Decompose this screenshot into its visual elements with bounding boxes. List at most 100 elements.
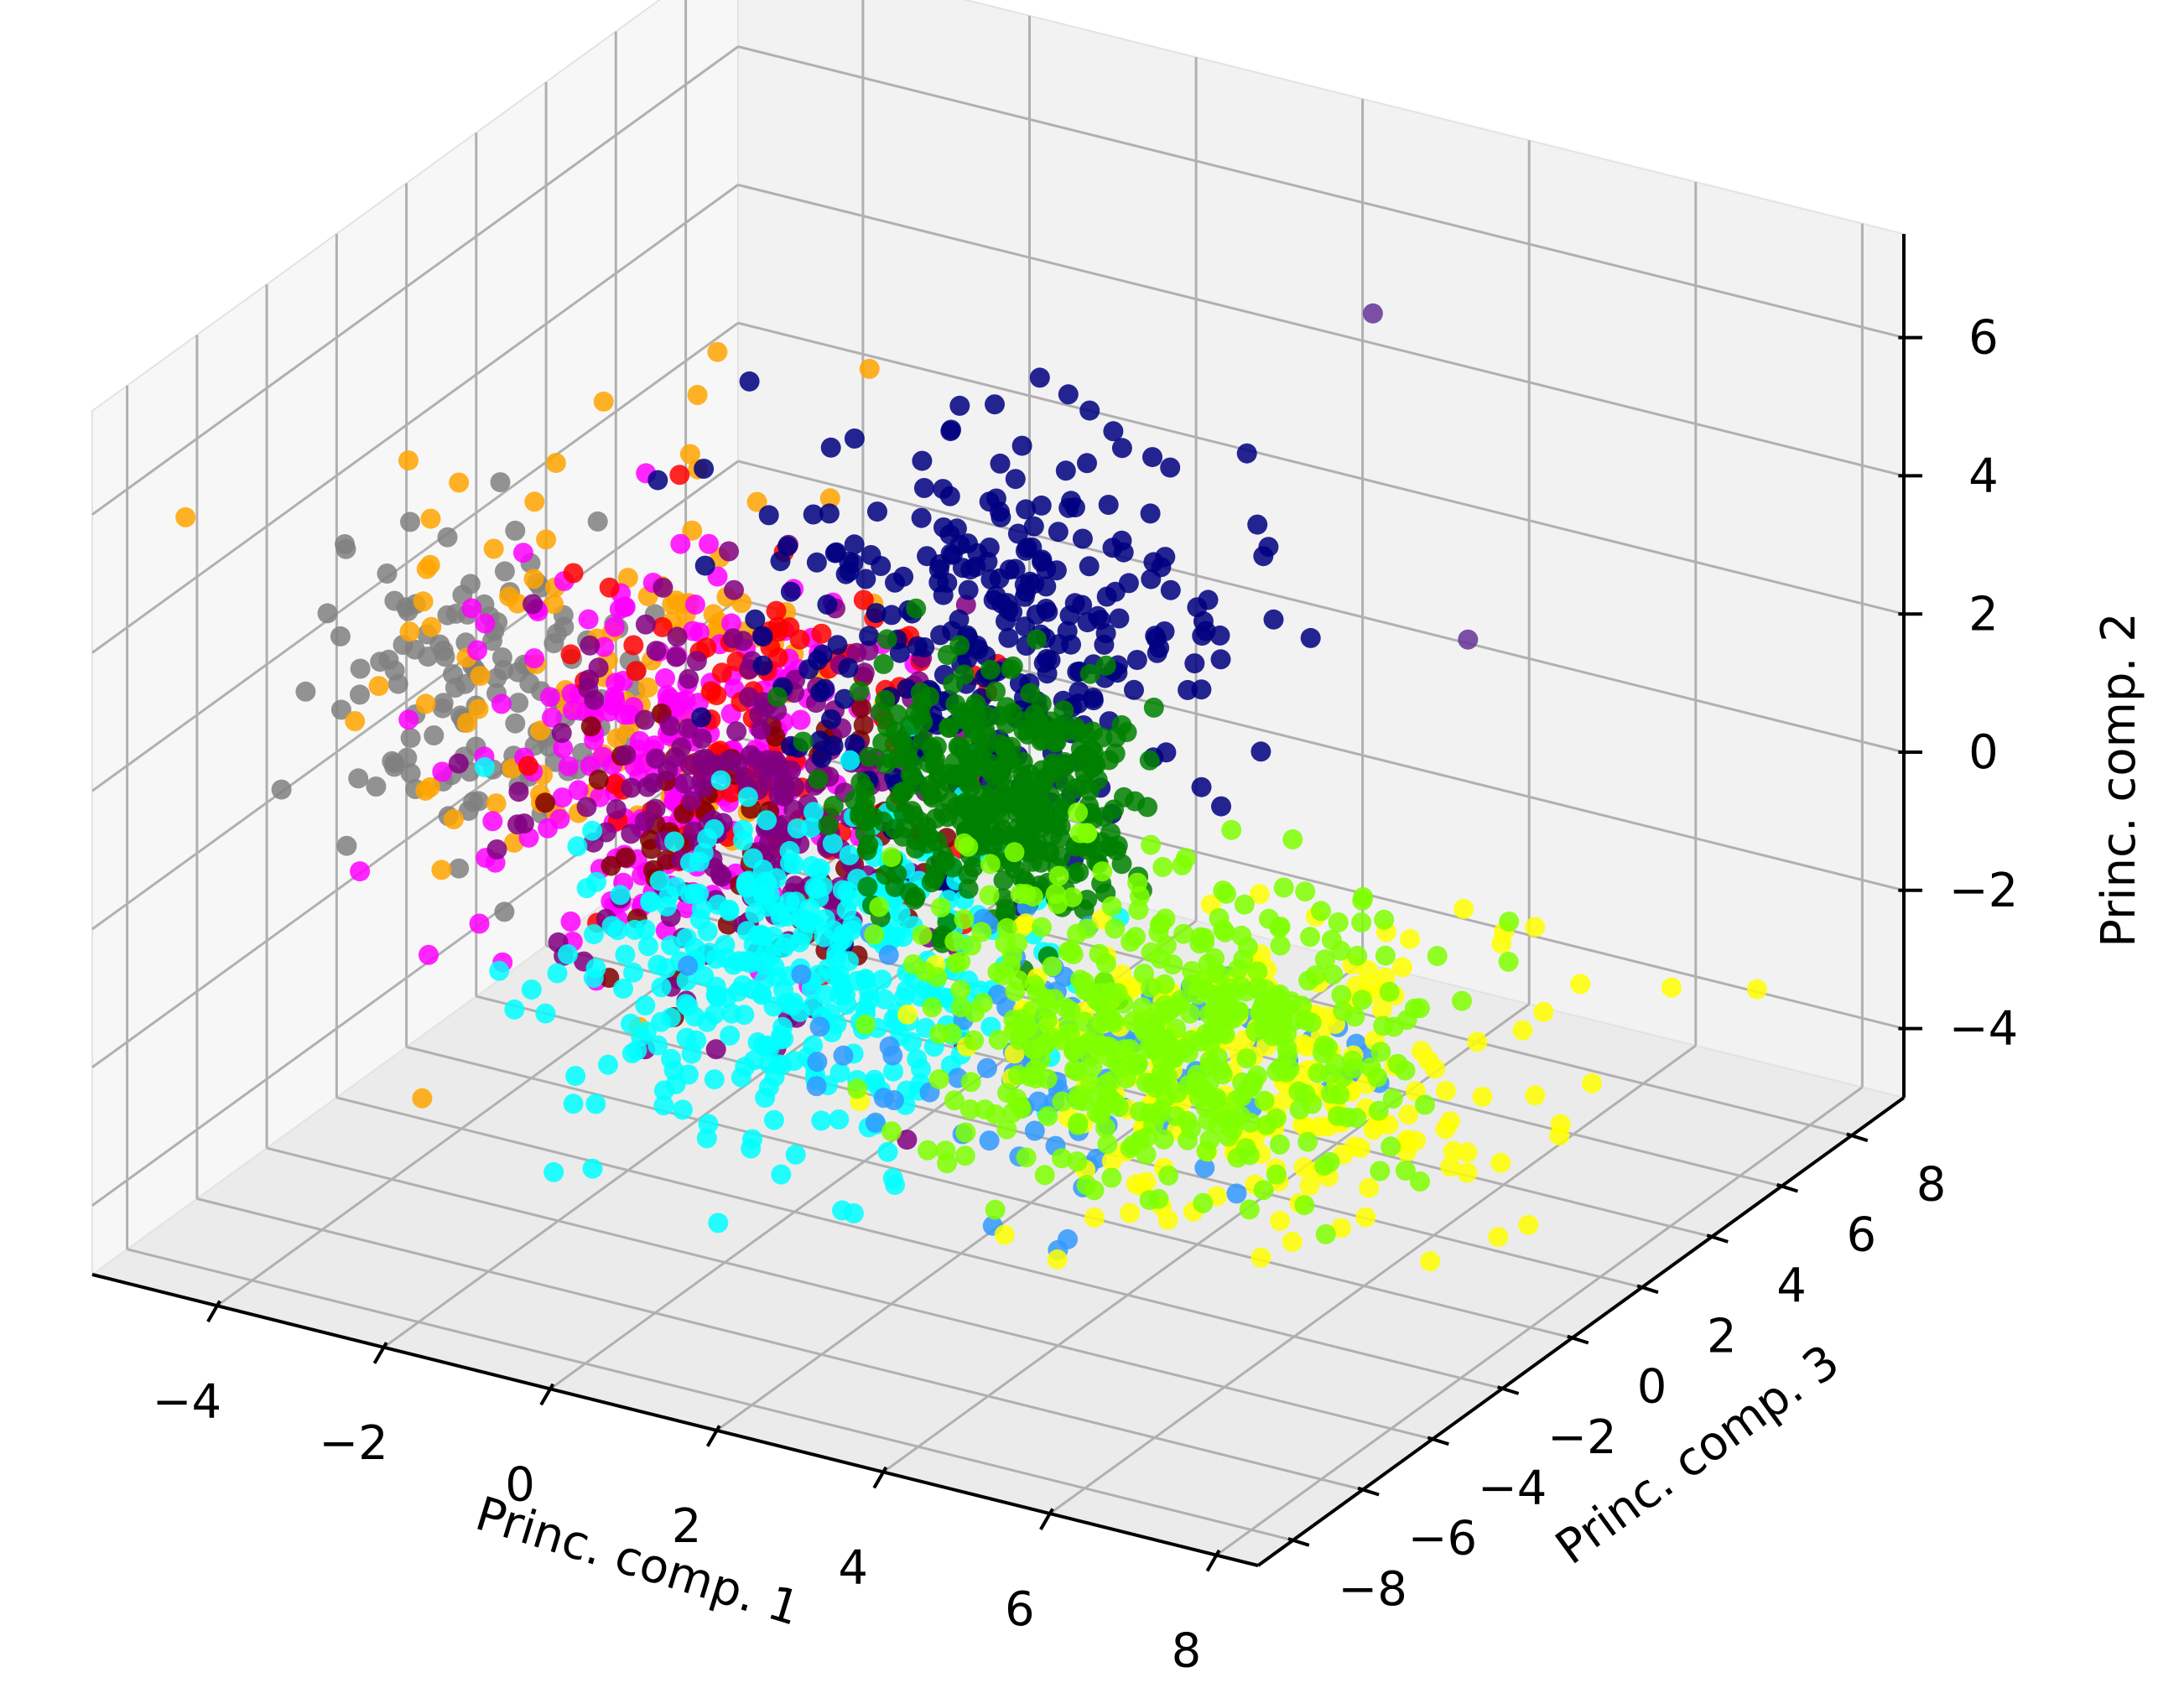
data-point — [1472, 1086, 1493, 1107]
data-point — [996, 1119, 1017, 1140]
data-point — [1064, 1059, 1084, 1080]
data-point — [558, 944, 578, 964]
data-point — [535, 792, 555, 813]
data-point — [517, 756, 538, 776]
data-point — [1162, 999, 1183, 1019]
y-tick-label: 2 — [1707, 1309, 1737, 1363]
data-point — [877, 1141, 898, 1162]
data-point — [317, 603, 338, 624]
data-point — [697, 828, 718, 849]
data-point — [624, 919, 645, 940]
data-point — [350, 658, 371, 679]
data-point — [666, 590, 687, 611]
data-point — [523, 569, 544, 589]
data-point — [1089, 943, 1110, 964]
data-point — [1124, 679, 1144, 700]
z-grid-left — [91, 184, 739, 654]
data-point — [811, 623, 832, 644]
data-point — [808, 650, 828, 671]
data-point — [418, 647, 439, 667]
data-point — [837, 881, 858, 902]
data-point — [999, 559, 1020, 580]
data-point — [1325, 1053, 1346, 1074]
data-point — [866, 603, 887, 624]
data-point — [1370, 1041, 1391, 1062]
x-grid-floor — [1215, 1086, 1864, 1556]
data-point — [906, 598, 927, 619]
data-point — [854, 662, 875, 683]
data-point — [1254, 1090, 1275, 1111]
data-point — [1126, 650, 1147, 670]
data-point — [1308, 1062, 1329, 1083]
data-point — [413, 591, 434, 612]
x-tick-tick — [372, 1342, 388, 1364]
data-point — [1120, 1202, 1141, 1223]
data-point — [419, 944, 439, 965]
data-point — [839, 844, 860, 865]
data-point — [666, 647, 687, 667]
data-point — [913, 478, 934, 498]
data-point — [470, 666, 491, 687]
data-point — [779, 840, 800, 861]
data-point — [567, 836, 588, 857]
data-point — [763, 1109, 784, 1130]
data-point — [1024, 975, 1045, 995]
data-point — [891, 730, 912, 750]
data-point — [1251, 1001, 1271, 1022]
data-point — [1068, 802, 1089, 823]
data-point — [755, 1088, 776, 1109]
data-point — [623, 962, 643, 983]
data-point — [979, 491, 1000, 512]
data-point — [653, 1095, 674, 1116]
data-point — [1077, 453, 1097, 474]
data-point — [1333, 1000, 1354, 1021]
data-point — [918, 1140, 939, 1161]
data-point — [959, 1099, 980, 1119]
y-tick-label: −6 — [1408, 1512, 1478, 1566]
data-point — [1269, 1134, 1290, 1155]
data-point — [958, 579, 979, 600]
data-point — [437, 605, 458, 626]
data-point — [1300, 627, 1321, 648]
data-point — [1063, 864, 1084, 885]
data-point — [752, 655, 773, 676]
data-point — [1258, 537, 1279, 558]
data-point — [399, 621, 420, 642]
data-point — [350, 861, 371, 882]
data-point — [1266, 1061, 1287, 1082]
data-point — [736, 871, 757, 892]
data-point — [1036, 599, 1057, 619]
data-point — [1379, 981, 1400, 1002]
data-point — [926, 736, 947, 757]
data-point — [954, 909, 975, 930]
data-point — [601, 855, 621, 876]
data-point — [1374, 909, 1395, 930]
data-point — [857, 876, 878, 897]
data-point — [1282, 829, 1303, 849]
data-point — [980, 569, 1001, 589]
y-tick-label: 6 — [1846, 1208, 1876, 1263]
data-point — [1427, 946, 1448, 967]
data-point — [720, 1025, 741, 1046]
data-point — [1139, 1190, 1160, 1211]
data-point — [1029, 367, 1050, 388]
data-point — [892, 783, 913, 804]
data-point — [1400, 928, 1421, 949]
data-point — [907, 636, 928, 657]
data-point — [348, 768, 369, 789]
data-point — [661, 935, 681, 956]
data-point — [1097, 1005, 1118, 1026]
data-point — [1011, 435, 1032, 456]
data-point — [850, 806, 871, 827]
data-point — [507, 593, 528, 614]
data-point — [960, 776, 981, 797]
data-point — [1499, 911, 1520, 932]
data-point — [1084, 1180, 1105, 1201]
data-point — [530, 720, 551, 741]
data-point — [1123, 1010, 1144, 1031]
data-point — [1273, 877, 1294, 898]
y-grid-floor — [336, 1096, 1503, 1390]
data-point — [1057, 621, 1078, 641]
data-point — [667, 626, 688, 647]
data-point — [1115, 1068, 1136, 1089]
